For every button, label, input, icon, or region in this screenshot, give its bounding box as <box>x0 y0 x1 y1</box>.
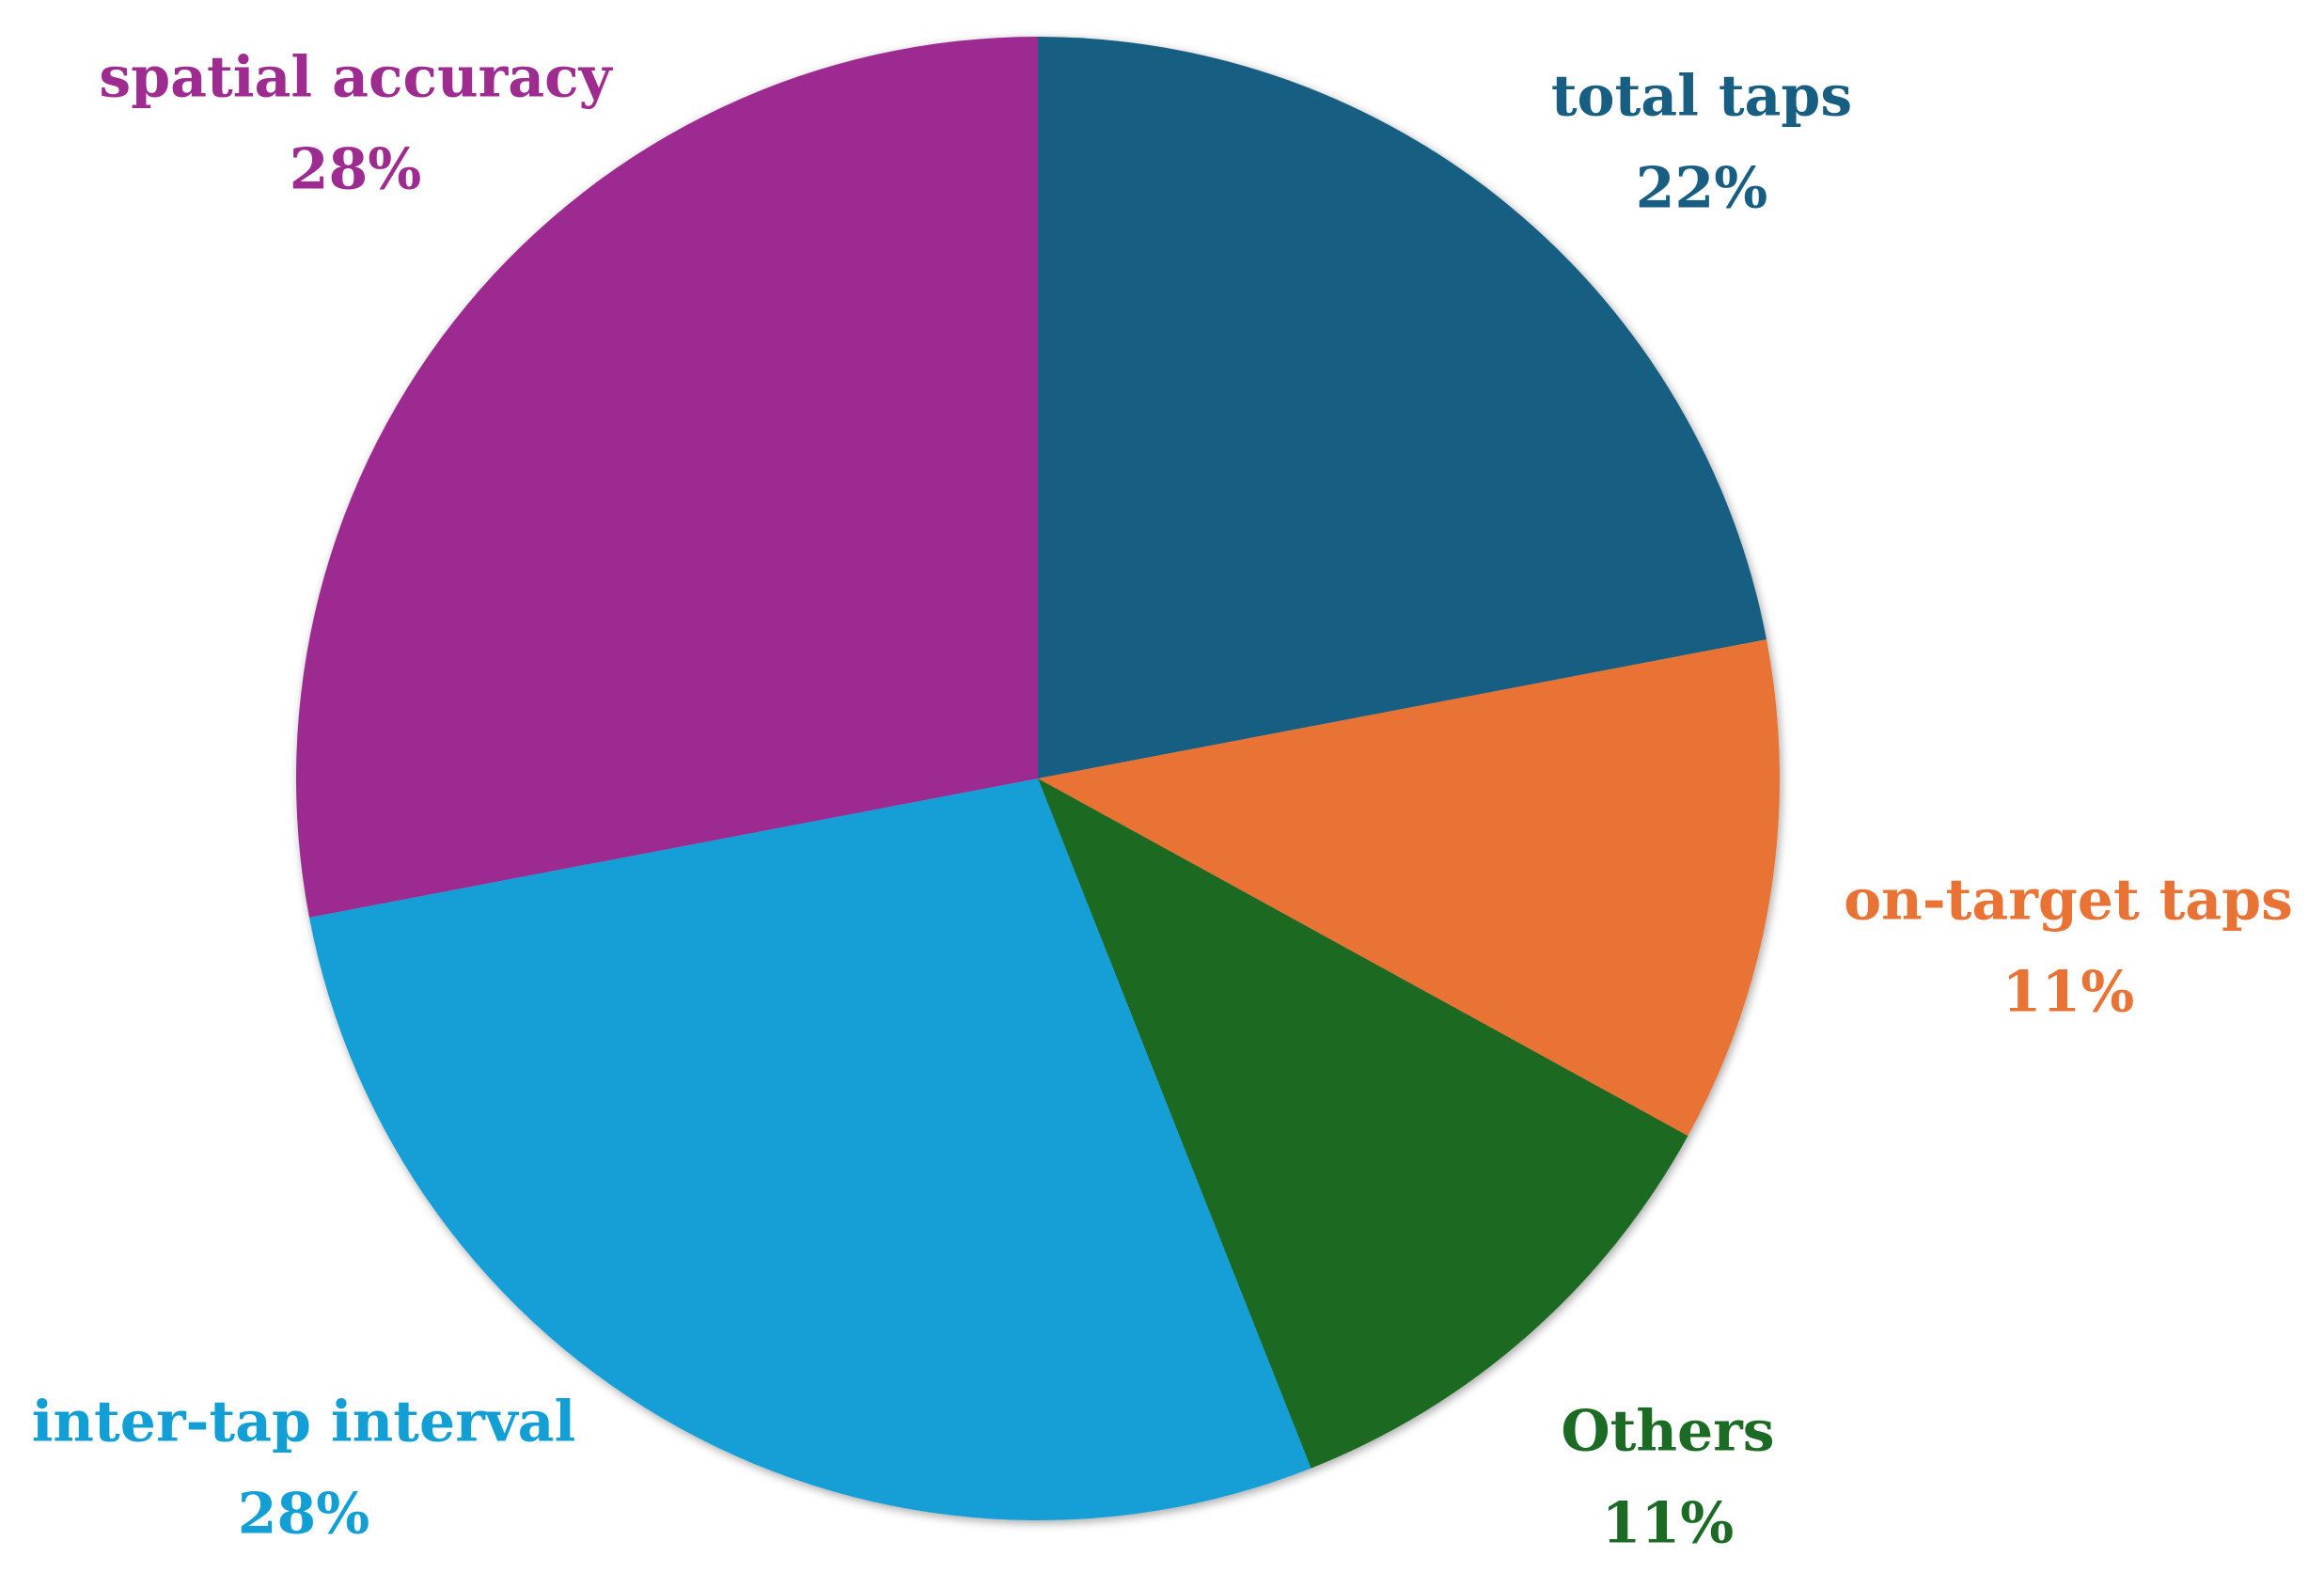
slice-percent: 28% <box>238 1482 370 1548</box>
pie-slice <box>308 778 1311 1520</box>
slice-percent: 11% <box>1602 1491 1735 1557</box>
slice-label: Others <box>1561 1399 1774 1465</box>
pie-slice <box>295 37 1038 918</box>
slice-label: total taps <box>1551 64 1852 130</box>
slice-label: inter-tap interval <box>32 1390 576 1455</box>
slice-label: spatial accuracy <box>99 45 613 111</box>
pie-slice <box>1038 37 1767 778</box>
slice-percent: 28% <box>290 137 422 203</box>
slice-percent: 11% <box>2002 960 2135 1026</box>
pie-slice <box>1038 639 1780 1137</box>
pie-slice <box>1038 778 1688 1469</box>
slice-percent: 22% <box>1636 156 1768 222</box>
slice-label: on-target taps <box>1844 868 2293 934</box>
pie <box>295 37 1780 1520</box>
